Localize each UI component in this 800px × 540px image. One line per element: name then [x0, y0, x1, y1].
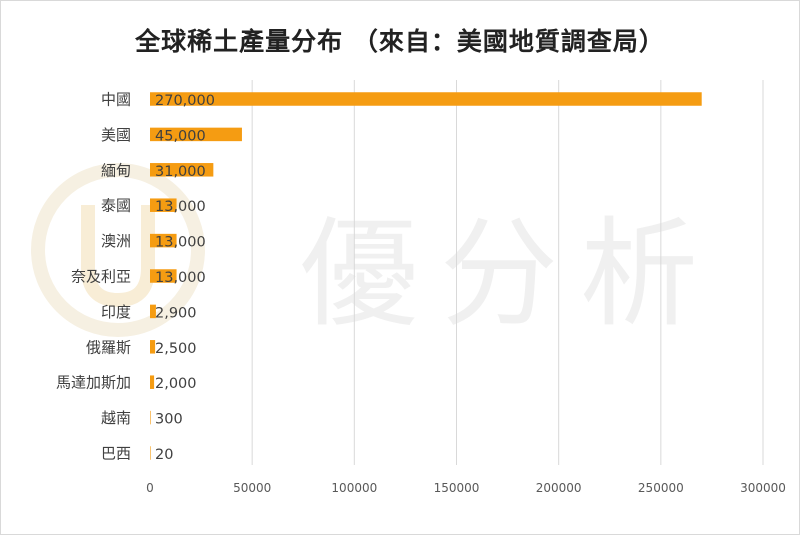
bar [150, 127, 242, 142]
category-label: 中國 [101, 91, 131, 109]
bar [150, 375, 155, 389]
data-label: 2,000 [155, 376, 197, 392]
bar [150, 198, 177, 212]
bars [150, 92, 702, 460]
x-tick-label: 250000 [638, 481, 684, 495]
x-tick-label: 0 [146, 481, 154, 495]
gridlines [251, 80, 764, 465]
labels: 0 50000 100000 150000 200000 250000 300000 中國 27… [56, 91, 786, 496]
x-tick-label: 150000 [434, 481, 480, 495]
category-label: 美國 [101, 126, 131, 144]
data-label: 2,500 [155, 341, 197, 357]
data-label: 13,000 [155, 235, 206, 251]
category-label: 巴西 [101, 445, 131, 463]
category-label: 越南 [101, 409, 131, 427]
bar [150, 340, 156, 354]
category-label: 馬達加斯加 [56, 374, 131, 392]
bar [150, 446, 151, 460]
data-label: 45,000 [155, 128, 206, 144]
x-tick-label: 100000 [331, 481, 377, 495]
data-label: 20 [155, 447, 173, 463]
bar [150, 92, 702, 106]
data-label: 13,000 [155, 199, 206, 215]
category-label: 泰國 [101, 197, 131, 215]
x-tick-label: 300000 [740, 481, 786, 495]
category-label: 澳洲 [101, 232, 131, 250]
bar [150, 163, 214, 177]
data-label: 300 [155, 412, 183, 428]
chart-title: 全球稀土產量分布 （來自：美國地質調查局） [135, 27, 665, 56]
data-label: 2,900 [155, 305, 197, 321]
category-label: 俄羅斯 [86, 338, 131, 356]
data-label: 270,000 [155, 93, 215, 109]
x-tick-label: 50000 [233, 481, 271, 495]
bar [150, 233, 177, 248]
category-label: 奈及利亞 [71, 268, 131, 286]
bar [150, 410, 151, 425]
data-label: 31,000 [155, 164, 206, 180]
data-label: 13,000 [155, 270, 206, 286]
category-label: 緬甸 [101, 161, 131, 179]
bar [150, 269, 177, 283]
x-tick-label: 200000 [536, 481, 582, 495]
category-label: 印度 [101, 303, 131, 321]
bar [150, 304, 156, 319]
